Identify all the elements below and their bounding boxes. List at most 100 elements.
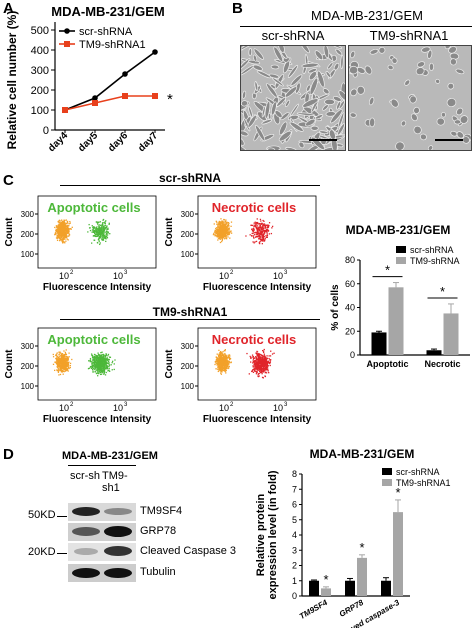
- flow-dot-live: [55, 237, 58, 239]
- flow-dot-dead: [267, 224, 269, 226]
- flow-dot-dead: [102, 228, 105, 230]
- flow-dot-dead: [98, 361, 100, 364]
- micrograph-title-rule: [240, 26, 472, 27]
- flow-dot-dead: [93, 360, 95, 362]
- flow-dot-dead: [103, 232, 105, 234]
- flow-dot-dead: [98, 359, 100, 361]
- flow-dot-dead: [254, 359, 257, 362]
- flow-dot-live: [62, 361, 64, 364]
- flow-dot-live: [221, 228, 223, 230]
- flow-dot-dead: [251, 370, 253, 373]
- flow-dot-live: [63, 231, 65, 233]
- flow-dot-live: [220, 352, 222, 354]
- flow-dot-dead: [258, 354, 260, 356]
- flow-dot-dead: [100, 371, 102, 373]
- cell: [284, 86, 298, 98]
- flow-dot-dead: [105, 354, 108, 356]
- flow-dot-live: [62, 224, 64, 226]
- flow-dot-dead: [252, 362, 254, 364]
- cell: [340, 54, 344, 70]
- flow-dot-dead: [105, 362, 108, 365]
- chart-c-bar-1: [388, 287, 404, 355]
- flow-dot-dead: [260, 233, 263, 235]
- flow-dot-dead: [102, 369, 104, 371]
- flow-dot-dead: [94, 367, 96, 369]
- flow-dot-dead: [103, 221, 105, 224]
- flow-dot-dead: [90, 360, 92, 363]
- flow-dot-dead: [262, 370, 264, 373]
- flow-dot-live: [68, 352, 70, 354]
- flow-dot-live: [224, 224, 227, 227]
- flow-dot-live: [226, 231, 228, 234]
- flow-dot-dead: [266, 230, 268, 233]
- flow-dot-live: [61, 366, 63, 369]
- flow-dot-live: [219, 368, 221, 371]
- flow-dot-live: [61, 233, 63, 236]
- chart-a-x-tick-label: day7: [136, 130, 160, 154]
- cell: [349, 112, 357, 118]
- cell: [267, 147, 276, 150]
- flow-dot-live: [222, 351, 224, 353]
- flow-dot-live: [61, 356, 64, 358]
- flow-dot-live: [56, 355, 59, 357]
- flow-dot-live: [225, 361, 227, 363]
- flow-dot-dead: [98, 364, 100, 366]
- flow-dot-live: [218, 349, 220, 352]
- chart-d-significance-star: *: [323, 572, 328, 587]
- flow-dot-dead: [252, 368, 255, 371]
- cell: [274, 110, 283, 118]
- flow-dot-dead: [96, 221, 98, 223]
- flow-dot-dead: [96, 226, 98, 228]
- flow-dot-dead: [265, 229, 267, 232]
- flow-dot-live: [63, 225, 66, 227]
- flow-dot-dead: [104, 221, 106, 223]
- flow-dot-dead: [264, 366, 267, 368]
- flow-dot-dead: [250, 361, 252, 363]
- flow-dot-dead: [98, 369, 100, 371]
- flow-dot-dead: [103, 237, 106, 239]
- flow-dot-live: [215, 368, 217, 370]
- flow-dot-live: [64, 369, 66, 371]
- flow-dot-live: [62, 359, 65, 361]
- flow-dot-dead: [253, 357, 256, 359]
- flow-dot-live: [224, 362, 226, 364]
- flow-dot-live: [61, 368, 63, 370]
- flow-dot-dead: [99, 224, 102, 226]
- flow-dot-dead: [257, 369, 259, 371]
- flow-dot-dead: [99, 234, 101, 236]
- flow-dot-dead: [103, 372, 105, 374]
- flow-dot-dead: [268, 372, 270, 374]
- flow-dot-dead: [261, 231, 263, 233]
- flow-dot-live: [59, 355, 62, 357]
- chart-a-line-0: [64, 51, 156, 111]
- flow-dot-dead: [263, 233, 265, 235]
- cell: [456, 107, 464, 116]
- chart-d-y-tick-label: 2: [292, 561, 297, 571]
- flow-dot-dead: [102, 230, 105, 233]
- flow-dot-live: [64, 228, 67, 231]
- cell: [247, 114, 257, 128]
- flow-dot-live: [222, 227, 224, 230]
- chart-d-legend-label-1: TM9-shRNA1: [396, 478, 451, 488]
- flow-dot-dead: [89, 229, 92, 232]
- cell: [330, 109, 343, 124]
- flow-dot-live: [60, 219, 63, 221]
- flow-dot-dead: [264, 359, 267, 361]
- flow-dot-live: [217, 228, 219, 230]
- flow-dot-live: [67, 224, 69, 227]
- flow-dot-dead: [105, 353, 107, 355]
- flow-dot-live: [55, 357, 57, 360]
- flow-dot-dead: [98, 365, 100, 367]
- flow-dot-dead: [257, 361, 259, 363]
- cell: [301, 62, 319, 68]
- flow-dot-live: [230, 232, 233, 234]
- chart-a-y-tick-label: 300: [31, 65, 49, 77]
- flow-dot-dead: [255, 224, 257, 226]
- flow-dot-dead: [252, 365, 254, 367]
- flow-dot-live: [61, 224, 63, 227]
- flow-dot-dead: [102, 356, 104, 359]
- flow-dot-dead: [94, 357, 97, 359]
- flow-dot-dead: [95, 359, 98, 361]
- flow-dot-live: [228, 360, 230, 362]
- flow-dot-dead: [255, 367, 257, 369]
